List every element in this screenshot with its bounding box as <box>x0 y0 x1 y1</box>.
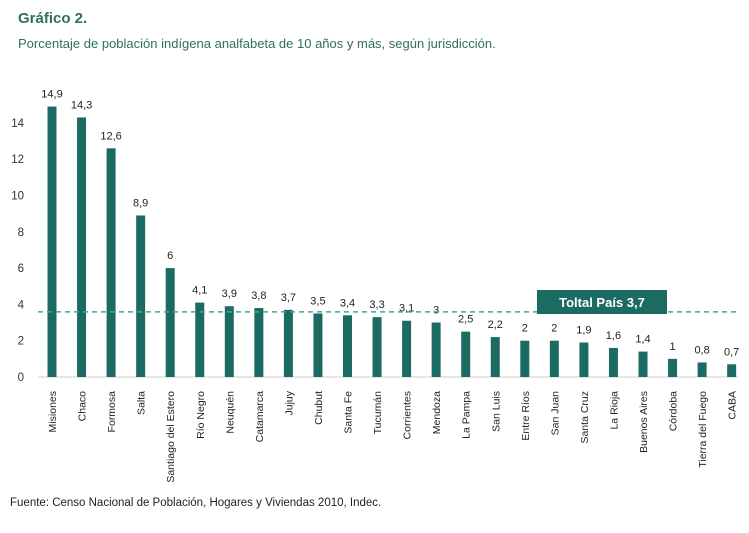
bar <box>697 362 707 377</box>
value-label: 14,3 <box>71 99 92 111</box>
value-label: 2 <box>522 323 528 335</box>
value-label: 6 <box>167 250 173 262</box>
y-tick-label: 10 <box>11 191 24 203</box>
bar <box>608 347 618 377</box>
value-label: 12,6 <box>100 130 121 142</box>
category-label: Salta <box>136 391 148 415</box>
value-label: 4,1 <box>192 285 207 297</box>
category-label: Formosa <box>106 391 118 433</box>
category-label: San Juan <box>549 391 561 436</box>
y-tick-label: 0 <box>18 372 24 384</box>
value-label: 1,4 <box>635 334 650 346</box>
category-label: Córdoba <box>668 391 680 431</box>
value-label: 0,7 <box>724 346 739 358</box>
category-label: Corrientes <box>402 391 414 439</box>
bar <box>638 351 648 377</box>
x-axis-labels: Misiones Chaco Formosa Salta Santiago del Es… <box>47 390 739 482</box>
category-label: Misiones <box>47 391 59 432</box>
chart-title: Gráfico 2. <box>18 10 88 27</box>
bars <box>47 106 737 377</box>
y-tick-label: 2 <box>18 336 24 348</box>
category-label: Mendoza <box>431 391 443 434</box>
category-label: Santa Fe <box>343 391 355 434</box>
chart-subtitle: Porcentaje de población indígena analfab… <box>18 36 496 51</box>
category-label: Chaco <box>77 391 89 422</box>
bar <box>402 320 412 377</box>
bar <box>727 364 737 377</box>
value-labels: 14,9 14,3 12,6 8,9 6 4,1 3,9 3,8 3,7 3,5 3,4 3,3 3,1… <box>41 89 739 359</box>
bar <box>313 313 323 377</box>
value-label: 8,9 <box>133 197 148 209</box>
category-label: San Luis <box>490 391 502 432</box>
bar <box>165 268 175 377</box>
bar <box>579 342 589 377</box>
y-tick-label: 12 <box>11 154 24 166</box>
reference-label: Toltal País 3,7 <box>559 295 645 310</box>
category-label: Tierra del Fuego <box>697 391 709 468</box>
y-tick-label: 4 <box>18 299 25 311</box>
bar <box>431 322 441 377</box>
bar <box>490 337 500 377</box>
bar <box>77 117 87 377</box>
y-tick-label: 14 <box>11 118 24 130</box>
value-label: 3,5 <box>310 295 325 307</box>
source-note: Fuente: Censo Nacional de Población, Hog… <box>10 497 382 509</box>
category-label: Jujuy <box>283 390 295 415</box>
bar <box>136 215 146 377</box>
bar <box>549 340 559 377</box>
bar <box>254 308 264 377</box>
value-label: 1 <box>669 341 675 353</box>
y-tick-label: 6 <box>18 263 24 275</box>
category-label: La Pampa <box>461 391 473 439</box>
value-label: 3,7 <box>281 292 296 304</box>
bar <box>195 302 205 377</box>
bar <box>520 340 530 377</box>
value-label: 2 <box>551 323 557 335</box>
category-label: CABA <box>727 391 739 420</box>
category-label: Santa Cruz <box>579 391 591 444</box>
value-label: 3,3 <box>369 299 384 311</box>
bar <box>283 309 293 377</box>
bar <box>224 306 234 377</box>
category-label: Río Negro <box>195 391 207 439</box>
y-tick-label: 8 <box>18 227 24 239</box>
value-label: 2,5 <box>458 314 473 326</box>
bar <box>106 148 116 377</box>
category-label: Chubut <box>313 391 325 425</box>
value-label: 0,8 <box>694 344 709 356</box>
value-label: 3,9 <box>222 288 237 300</box>
bar <box>461 331 471 377</box>
value-label: 3,8 <box>251 290 266 302</box>
reference-label-box <box>537 290 667 314</box>
category-label: Santiago del Estero <box>165 391 177 483</box>
value-label: 14,9 <box>41 89 62 101</box>
reference-line-group: Toltal País 3,7 <box>38 290 738 314</box>
bar <box>47 106 57 377</box>
category-label: Entre Ríos <box>520 391 532 441</box>
value-label: 2,2 <box>488 319 503 331</box>
bar <box>668 358 678 377</box>
category-label: La Rioja <box>608 391 620 430</box>
value-label: 3,4 <box>340 297 355 309</box>
category-label: Neuquén <box>224 391 236 434</box>
value-label: 1,6 <box>606 330 621 342</box>
bar <box>372 317 382 377</box>
value-label: 3,1 <box>399 303 414 315</box>
category-label: Tucumán <box>372 391 384 435</box>
value-label: 1,9 <box>576 325 591 337</box>
category-label: Catamarca <box>254 391 266 443</box>
value-label: 3 <box>433 305 439 317</box>
category-label: Buenos Aires <box>638 391 650 453</box>
bar <box>343 315 352 377</box>
